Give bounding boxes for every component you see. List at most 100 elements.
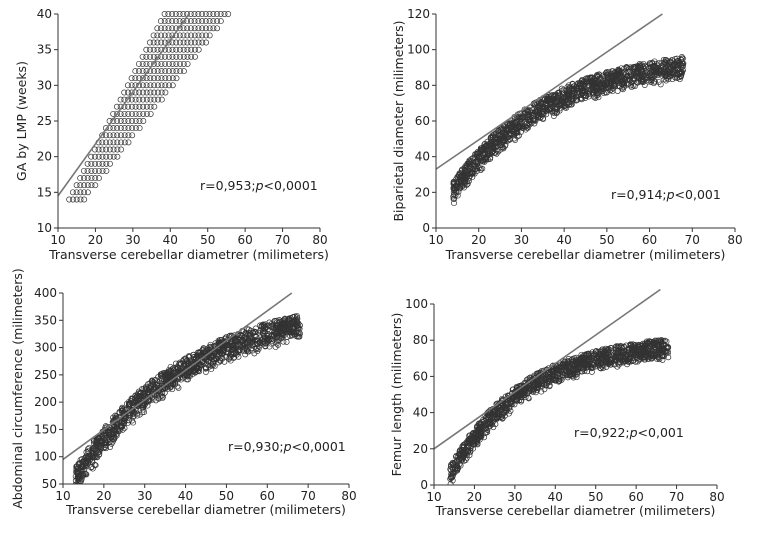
data-point [195,32,202,39]
data-point [83,454,90,461]
data-point [72,481,79,484]
data-point [99,167,106,174]
data-point [448,473,454,480]
data-point [538,109,545,116]
data-point [559,372,566,379]
data-point [486,141,492,147]
data-point [103,139,110,146]
data-point [214,11,220,17]
data-point [186,353,193,360]
data-point [103,160,110,167]
data-point [461,164,468,171]
data-point [258,336,265,343]
data-point [487,417,494,424]
data-point [150,39,157,46]
data-point [169,46,176,53]
x-tick-label: 70 [301,489,316,503]
data-point [293,312,300,319]
data-point [79,459,86,465]
data-point [495,128,502,134]
data-point [177,53,183,60]
data-point [511,127,518,134]
data-point [151,89,158,96]
data-point [640,79,647,85]
data-point [199,39,206,46]
data-point [119,418,126,425]
data-point [503,402,510,409]
x-axis-label: Transverse cerebellar diametrer (milimet… [445,247,726,262]
x-tick-label: 10 [428,233,443,247]
data-point [162,89,169,96]
data-point [181,361,188,368]
data-point [659,347,666,354]
data-point [110,139,117,146]
data-point [169,68,176,75]
data-point [98,439,105,446]
data-point [516,132,522,139]
data-point [88,167,95,174]
data-point [457,179,464,186]
data-point [463,178,470,185]
data-point [147,53,154,60]
data-point [140,403,147,410]
data-point [210,11,217,17]
data-point [603,354,610,361]
data-point [509,119,516,126]
scatter-points [72,312,303,494]
data-point [634,343,641,350]
data-point [531,120,538,127]
data-point [88,182,95,189]
data-point [546,383,553,390]
data-point [195,18,202,25]
data-point [180,39,187,46]
data-point [108,434,115,440]
data-point [464,160,471,167]
data-point [81,196,88,203]
data-point [585,356,592,362]
data-point [125,110,132,117]
data-point [143,103,150,110]
data-point [184,32,191,39]
data-point [143,75,150,82]
data-point [293,320,299,327]
data-point [220,339,227,345]
data-point [593,83,599,89]
data-point [529,117,536,124]
data-point [651,58,658,65]
data-point [548,369,554,376]
data-point [206,32,213,39]
y-tick-label: 40 [415,150,430,164]
data-point [129,132,136,139]
data-point [236,347,243,353]
x-axis-label: Transverse cerebellar diametrer (milimet… [48,247,329,262]
data-point [476,153,482,160]
data-point [514,128,521,135]
data-point [666,66,673,72]
data-point [143,53,150,60]
data-point [240,337,247,344]
data-point [165,11,172,17]
data-point [84,457,91,464]
data-point [526,388,533,395]
x-axis-label: Transverse cerebellar diametrer (milimet… [65,502,346,517]
data-point [210,18,217,25]
data-point [248,336,255,343]
data-point [95,146,102,153]
data-point [549,373,555,380]
data-point [476,433,483,440]
x-tick-label: 20 [88,233,103,247]
data-point [184,60,191,67]
data-point [99,153,106,160]
data-point [166,82,173,89]
data-point [162,75,169,82]
data-point [121,425,128,432]
data-point [663,71,670,78]
data-point [180,25,187,32]
data-point [74,489,79,494]
x-tick-label: 30 [137,489,152,503]
data-point [447,481,454,485]
data-point [557,98,564,105]
axes [57,14,320,229]
x-axis-label: Transverse cerebellar diametrer (milimet… [435,503,716,518]
data-point [228,333,235,340]
